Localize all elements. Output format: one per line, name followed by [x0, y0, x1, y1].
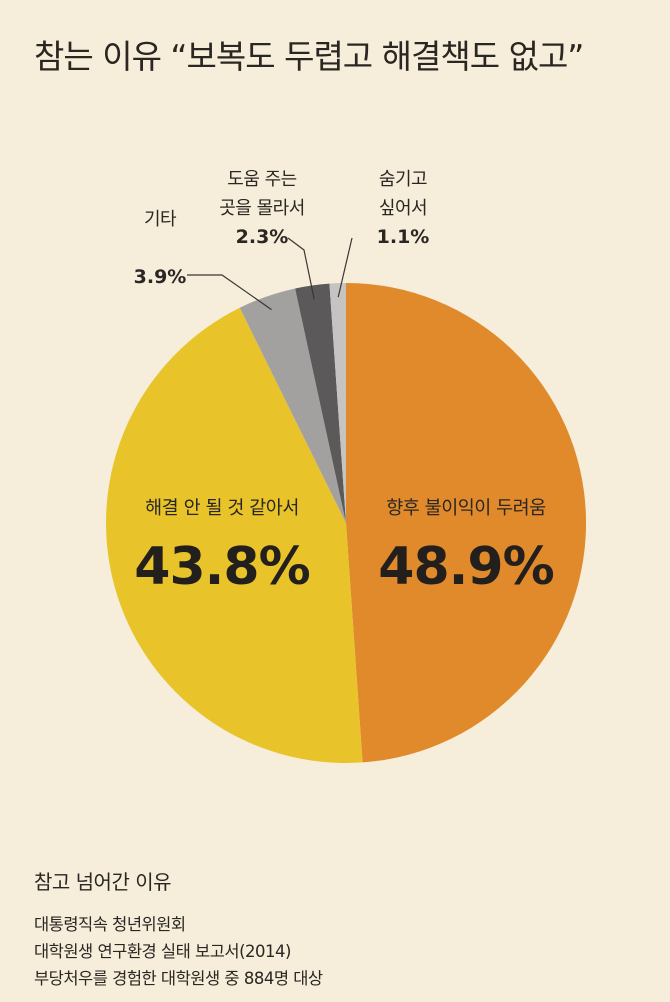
source-line: 부당처우를 경험한 대학원생 중 884명 대상	[34, 969, 323, 988]
source-line: 대학원생 연구환경 실태 보고서(2014)	[34, 942, 291, 961]
slice-label: 해결 안 될 것 같아서	[145, 498, 299, 519]
pie-slice-other	[239, 288, 346, 523]
slice-label: 도움 주는	[227, 169, 296, 190]
slice-label: 곳을 몰라서	[219, 198, 305, 219]
pie-chart: 향후 불이익이 두려움 48.9% 해결 안 될 것 같아서 43.8% 기타 3.9% 도…	[106, 169, 587, 764]
chart-title: 참는 이유 “보복도 두렵고 해결책도 없고”	[34, 37, 584, 76]
leader-line	[337, 237, 353, 298]
chart-footer: 참고 넘어간 이유 대통령직속 청년위원회 대학원생 연구환경 실태 보고서(2…	[34, 866, 654, 992]
slice-value-label: 48.9%	[378, 537, 553, 597]
pie-slice-want_to_hide	[329, 283, 346, 523]
leader-line	[287, 237, 315, 300]
pie-slice-fear_of_retaliation	[346, 283, 587, 763]
pie-slice-dont_know_where	[295, 283, 346, 523]
slice-value-label: 43.8%	[134, 537, 309, 597]
footer-label: 참고 넘어간 이유	[34, 870, 172, 894]
leader-line	[187, 274, 272, 311]
slice-value-label: 2.3%	[236, 226, 289, 248]
pie-slice-wont_be_resolved	[106, 307, 363, 764]
slice-label: 기타	[144, 209, 177, 230]
source-line: 대통령직속 청년위원회	[34, 915, 186, 934]
slice-label: 향후 불이익이 두려움	[386, 498, 546, 519]
slice-label: 숨기고	[379, 169, 427, 190]
slice-value-label: 3.9%	[134, 266, 187, 288]
slice-label: 싶어서	[379, 198, 427, 219]
slice-value-label: 1.1%	[377, 226, 430, 248]
